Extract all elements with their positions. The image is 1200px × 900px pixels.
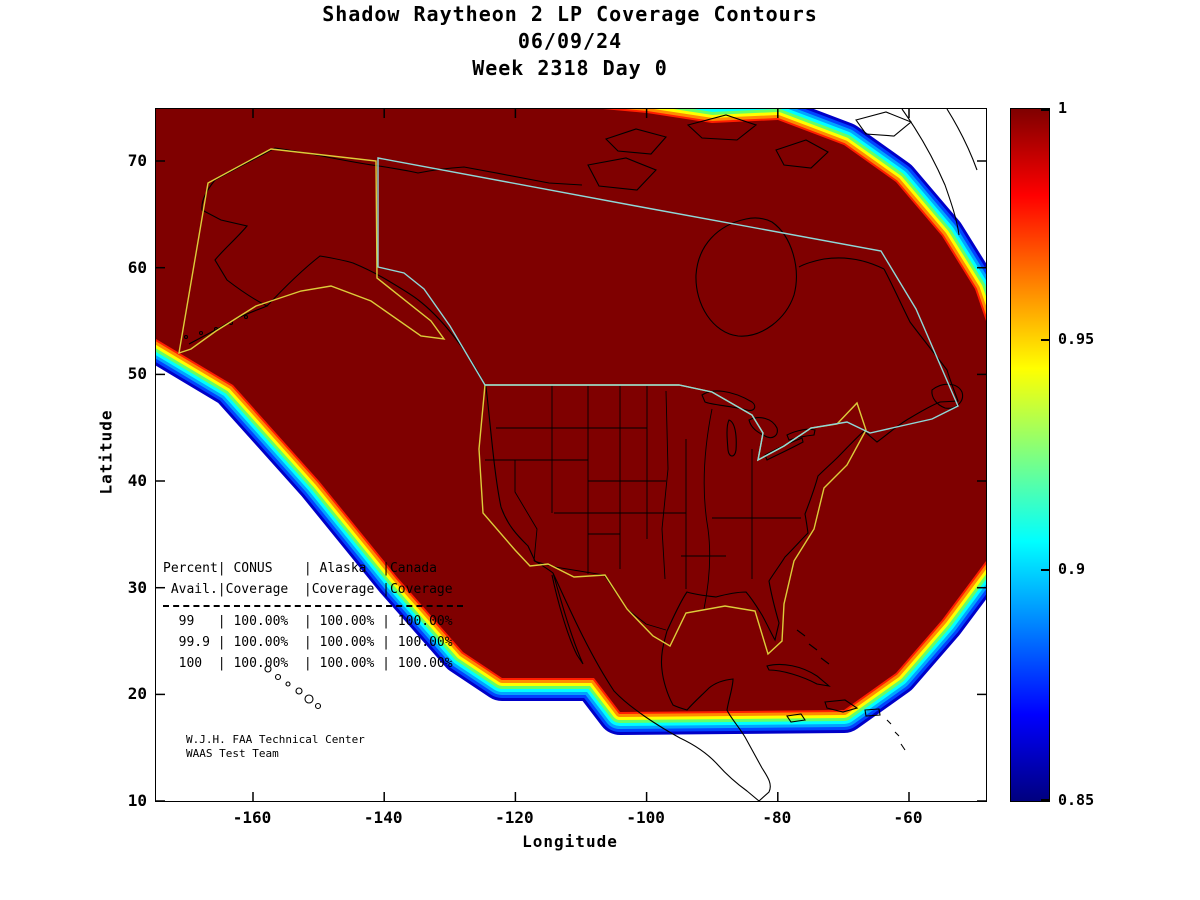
- hudson-bay: [695, 217, 797, 337]
- x-tick-label: -120: [495, 808, 534, 827]
- coverage-table-row: 100 | 100.00% | 100.00% | 100.00%: [163, 656, 453, 671]
- coverage-table-row: 99.9 | 100.00% | 100.00% | 100.00%: [163, 635, 453, 650]
- y-tick-label: 10: [127, 791, 147, 810]
- x-tick-label: -140: [363, 808, 403, 827]
- plot-area: [155, 108, 987, 802]
- x-tick-label: -80: [762, 808, 792, 827]
- y-tick-label: 70: [127, 151, 147, 170]
- y-tick-label: 40: [127, 471, 147, 490]
- colorbar-tick-label: 1: [1058, 99, 1068, 117]
- plot-title: Shadow Raytheon 2 LP Coverage Contours: [322, 2, 818, 26]
- colorbar-tick-mark: [1041, 109, 1049, 111]
- x-tick-label: -100: [626, 808, 665, 827]
- x-tick-label: -60: [893, 808, 923, 827]
- arctic-islands: [587, 111, 913, 191]
- plot-week-day: Week 2318 Day 0: [472, 56, 668, 80]
- canada-service-boundary: [377, 157, 959, 462]
- plot-date: 06/09/24: [517, 29, 623, 53]
- colorbar: [1010, 108, 1050, 802]
- credit-block: W.J.H. FAA Technical Center WAAS Test Te…: [186, 733, 365, 761]
- y-tick-label: 60: [127, 257, 147, 277]
- y-tick-label: 50: [127, 364, 147, 384]
- colorbar-tick-mark: [1041, 569, 1049, 572]
- alaska-service-boundary: [178, 148, 446, 355]
- plot-title-block: Shadow Raytheon 2 LP Coverage Contours 0…: [155, 1, 985, 82]
- coverage-table-header-line: Avail.|Coverage |Coverage |Coverage: [163, 582, 453, 597]
- colorbar-tick-label: 0.85: [1058, 791, 1095, 809]
- coastline-north-america: [416, 257, 959, 801]
- service-boundaries: [178, 148, 959, 656]
- y-tick-label: 20: [127, 684, 147, 704]
- greenland-coastline: [901, 109, 978, 236]
- caribbean-islands: [766, 629, 906, 751]
- coverage-map: [156, 109, 986, 801]
- colorbar-tick-mark: [1041, 799, 1049, 801]
- axis-tick-marks: [156, 109, 986, 801]
- credit-line-2: WAAS Test Team: [186, 747, 279, 760]
- hawaii-islands: [264, 665, 322, 710]
- colorbar-tick-label: 0.9: [1058, 560, 1086, 579]
- coverage-table-row: 99 | 100.00% | 100.00% | 100.00%: [163, 614, 453, 629]
- x-axis-label: Longitude: [522, 832, 618, 851]
- x-tick-label: -160: [232, 808, 272, 827]
- colorbar-tick-mark: [1041, 338, 1049, 341]
- coverage-table-divider: [163, 605, 463, 607]
- coastlines: [183, 109, 978, 801]
- great-lakes: [701, 390, 816, 461]
- colorbar-tick-label: 0.95: [1058, 329, 1095, 348]
- coverage-region-fill: [156, 109, 986, 712]
- coverage-table: Percent| CONUS | Alaska |Canada Avail.|C…: [163, 558, 463, 674]
- y-tick-label: 30: [127, 577, 147, 597]
- credit-line-1: W.J.H. FAA Technical Center: [186, 733, 365, 746]
- contour-bands: [156, 109, 986, 735]
- coverage-table-header-line: Percent| CONUS | Alaska |Canada: [163, 561, 437, 576]
